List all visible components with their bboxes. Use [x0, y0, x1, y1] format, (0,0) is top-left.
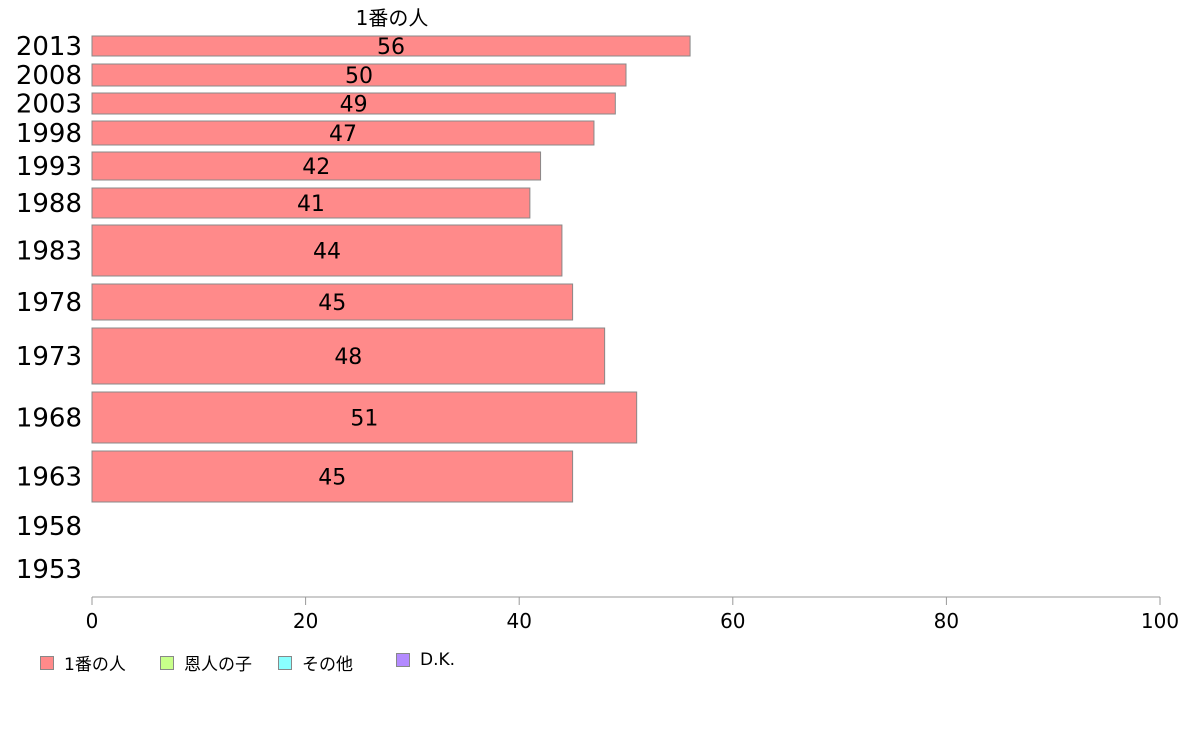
x-tick-label: 60: [720, 609, 745, 633]
bar: [91, 283, 574, 321]
bar: [91, 120, 595, 146]
x-tick-label: 100: [1141, 609, 1179, 633]
bar-value-label: 47: [329, 122, 357, 147]
bar: [91, 63, 627, 87]
y-tick-label: 1993: [16, 152, 82, 182]
legend-label: 恩人の子: [184, 655, 252, 675]
y-tick-label: 1968: [16, 404, 82, 434]
bar-value-label: 45: [318, 466, 346, 491]
bar-value-label: 45: [318, 291, 346, 316]
y-tick-label: 1963: [16, 463, 82, 493]
bar-value-label: 48: [334, 345, 362, 370]
y-tick-label: 1978: [16, 288, 82, 318]
bar-value-label: 42: [302, 155, 330, 180]
y-tick-label: 1958: [16, 512, 82, 542]
bar: [91, 187, 531, 219]
y-tick-label: 1998: [16, 119, 82, 149]
bar: [91, 92, 616, 115]
legend-item: D.K.: [396, 650, 455, 670]
bar: [91, 35, 691, 57]
legend-item: 恩人の子: [160, 650, 252, 675]
bar: [91, 151, 542, 181]
legend-item: その他: [278, 650, 353, 675]
legend-swatch: [396, 653, 410, 667]
x-tick-label: 0: [86, 609, 99, 633]
legend-label: その他: [302, 655, 353, 675]
bar: [91, 327, 606, 385]
bar: [91, 391, 638, 444]
bar: [91, 224, 563, 277]
y-tick-label: 2008: [16, 61, 82, 91]
y-tick-label: 2013: [16, 32, 82, 62]
bar-value-label: 44: [313, 240, 341, 265]
y-tick-label: 1973: [16, 342, 82, 372]
chart-title: 1番の人: [356, 6, 429, 30]
bar-value-label: 56: [377, 35, 405, 60]
bar-value-label: 41: [297, 192, 325, 217]
legend-item: 1番の人: [40, 650, 126, 675]
bar-value-label: 51: [350, 407, 378, 432]
bar-value-label: 49: [340, 93, 368, 118]
legend-swatch: [160, 655, 174, 670]
y-tick-label: 1983: [16, 237, 82, 267]
x-tick-label: 40: [506, 609, 531, 633]
y-tick-label: 1953: [16, 555, 82, 585]
x-axis-ticks: 0 20 40 60 80 100: [86, 597, 1179, 633]
x-tick-label: 80: [934, 609, 959, 633]
legend-label: 1番の人: [64, 655, 126, 675]
y-tick-label: 2003: [16, 90, 82, 120]
y-tick-label: 1988: [16, 189, 82, 219]
legend-label: D.K.: [420, 650, 456, 670]
bar: [91, 450, 574, 503]
x-tick-label: 20: [293, 609, 318, 633]
legend-swatch: [40, 655, 54, 670]
bar-value-label: 50: [345, 64, 373, 89]
legend-swatch: [278, 655, 292, 670]
